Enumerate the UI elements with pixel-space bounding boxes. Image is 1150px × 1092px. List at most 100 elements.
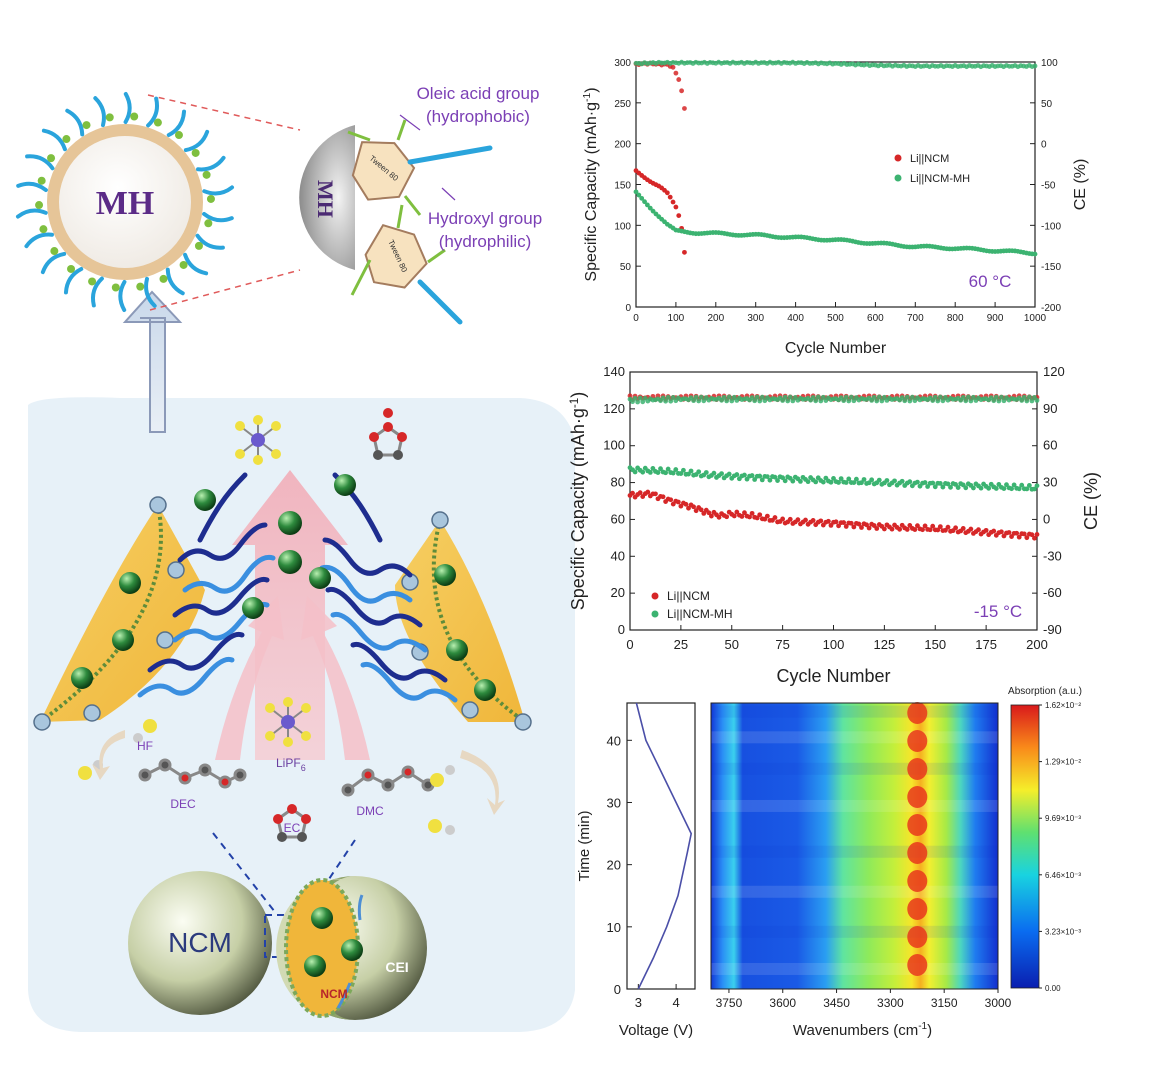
- oleic-chain: [146, 96, 160, 128]
- ce-point: [930, 398, 936, 403]
- ce-point: [848, 394, 854, 400]
- capacity-point: [772, 474, 778, 480]
- capacity-point: [948, 484, 953, 490]
- capacity-point: [683, 501, 689, 507]
- y-tick-label: 10: [607, 920, 621, 935]
- y-axis-label-main: Specific Capacity (mAh·g: [568, 408, 588, 610]
- capacity-point: [668, 497, 674, 503]
- capacity-point: [1009, 534, 1014, 539]
- capacity-point: [889, 526, 895, 532]
- capacity-point: [935, 527, 941, 533]
- oleic-chain: [196, 155, 226, 172]
- capacity-point: [645, 202, 650, 208]
- capacity-point: [653, 491, 658, 497]
- capacity-point: [655, 470, 661, 475]
- hf-arrow-right: [460, 750, 505, 815]
- capacity-point: [1024, 535, 1030, 541]
- capacity-point: [953, 525, 958, 531]
- y-tick-label: 0: [614, 982, 621, 997]
- y-axis-label: Specific Capacity (mAh·g-1): [568, 392, 588, 610]
- capacity-point: [645, 489, 651, 495]
- capacity-point: [663, 470, 669, 476]
- oleic-tail-upper: [407, 145, 493, 165]
- hydroxyl-dot: [82, 121, 91, 130]
- y2-tick-label: -50: [1041, 181, 1056, 192]
- capacity-point: [767, 477, 773, 483]
- ce-point: [932, 394, 938, 400]
- capacity-point: [983, 527, 989, 533]
- ce-point: [904, 394, 910, 400]
- x-tick-label: 4: [672, 995, 679, 1010]
- capacity-point: [861, 477, 867, 482]
- ce-point: [843, 394, 849, 400]
- x-tick-label: 200: [1026, 637, 1048, 652]
- capacity-point: [1021, 531, 1027, 537]
- capacity-point: [1019, 482, 1025, 488]
- capacity-point: [1009, 486, 1014, 492]
- heatmap-hotspot: [907, 926, 928, 948]
- y-axis-label-end: ): [568, 392, 588, 398]
- ce-point: [998, 394, 1004, 400]
- capacity-point: [1034, 483, 1040, 489]
- ce-point: [902, 398, 908, 404]
- colorbar-tick-label: 6.46×10⁻³: [1045, 871, 1081, 880]
- capacity-point: [752, 477, 758, 482]
- y-tick-label: 20: [607, 858, 621, 873]
- oleic-chain: [93, 96, 106, 128]
- capacity-point: [991, 528, 997, 534]
- x-axis-label: Voltage (V): [619, 1022, 693, 1039]
- x-tick-label: 200: [707, 313, 724, 324]
- oleic-chain: [63, 266, 84, 295]
- tween80-molecule-upper: Tween 80: [351, 141, 416, 201]
- capacity-point: [673, 467, 679, 472]
- oleic-chain: [16, 181, 48, 193]
- capacity-point: [780, 516, 786, 522]
- capacity-point: [742, 472, 747, 478]
- ce-point: [780, 398, 786, 403]
- x-axis-label-end: ): [927, 1022, 932, 1039]
- hydroxyl-dot: [130, 112, 139, 121]
- capacity-point: [881, 526, 887, 532]
- capacity-point: [826, 518, 831, 524]
- capacity-point: [647, 205, 653, 211]
- ce-point: [635, 399, 641, 405]
- capacity-point: [790, 478, 796, 484]
- capacity-point: [963, 485, 969, 491]
- y-tick-label: 250: [614, 99, 631, 110]
- capacity-point: [775, 478, 780, 483]
- capacity-point: [1014, 530, 1020, 536]
- ce-point: [1026, 394, 1032, 400]
- capacity-point: [1016, 534, 1022, 540]
- mh-particle: MH: [15, 92, 235, 312]
- ce-point: [1024, 398, 1030, 404]
- capacity-point: [739, 514, 745, 519]
- hydroxyl-dot: [47, 154, 56, 163]
- label-pointer-lines: [399, 114, 456, 201]
- capacity-point: [639, 195, 645, 201]
- voltage-curve: [635, 702, 693, 990]
- capacity-point: [864, 522, 869, 528]
- ce-point: [721, 394, 727, 400]
- ce-point: [691, 398, 696, 404]
- y2-tick-label: -150: [1041, 262, 1061, 273]
- cei-region-right: [395, 520, 525, 722]
- capacity-point: [640, 469, 646, 475]
- capacity-point: [749, 473, 755, 478]
- y2-tick-label: 0: [1041, 140, 1047, 151]
- chart-insitu-ftir-heatmap: 3750 3600 3450 3300 3150 3000 Wavenumbers (cm-…: [710, 686, 1082, 1039]
- capacity-point: [937, 524, 943, 530]
- ce-point: [993, 394, 999, 400]
- y-axis-label-main: Specific Capacity (mAh·g: [583, 102, 600, 282]
- x-axis-label: Wavenumbers (cm-1): [793, 1021, 932, 1039]
- capacity-point: [630, 490, 635, 496]
- hydroxyl-dot: [62, 135, 71, 144]
- hf-molecules: [78, 719, 455, 835]
- cei-nodes: [33, 496, 532, 731]
- x-axis-label: Cycle Number: [785, 340, 887, 357]
- capacity-point: [632, 469, 638, 475]
- hydroxyl-dot: [159, 274, 168, 283]
- y2-tick-label: 50: [1041, 99, 1053, 110]
- y-tick-label: 50: [620, 262, 632, 273]
- capacity-point: [734, 472, 740, 477]
